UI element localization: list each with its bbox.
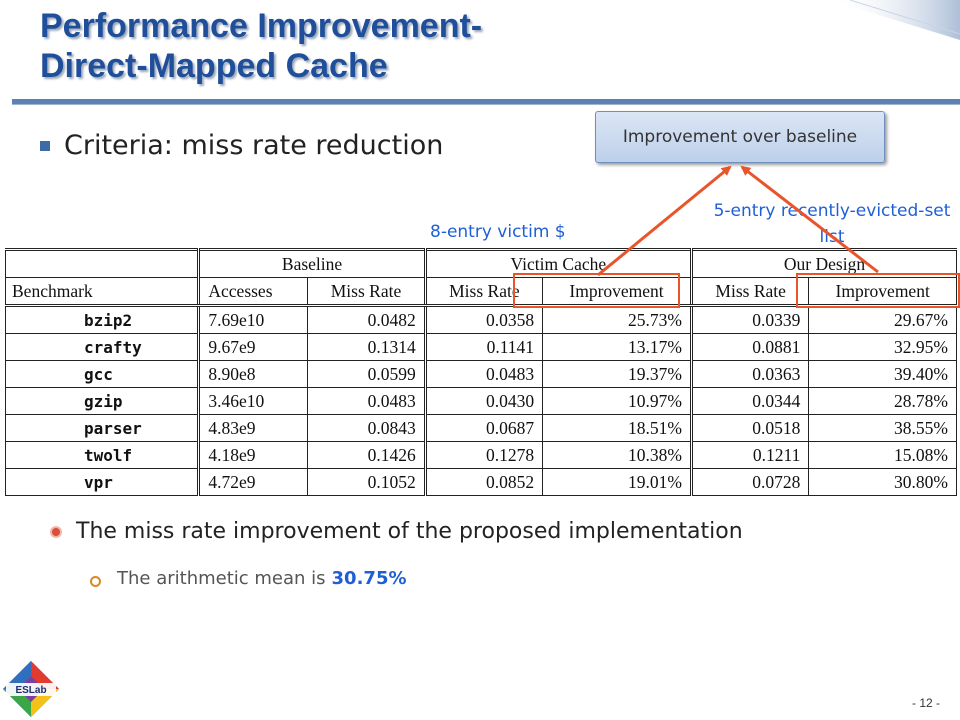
cell-victim-miss-rate: 0.0852 xyxy=(423,468,543,496)
cell-ours-improvement: 38.55% xyxy=(808,414,957,442)
cell-victim-improvement: 19.37% xyxy=(542,360,692,388)
cell-ours-miss-rate: 0.1211 xyxy=(689,441,809,469)
cell-victim-miss-rate: 0.0687 xyxy=(423,414,543,442)
cell-victim-miss-rate: 0.0430 xyxy=(423,387,543,415)
cell-miss-rate: 0.0599 xyxy=(307,360,426,388)
cell-victim-improvement: 18.51% xyxy=(542,414,692,442)
cell-accesses: 7.69e10 xyxy=(197,305,308,334)
cell-miss-rate: 0.1426 xyxy=(307,441,426,469)
cell-ours-improvement: 15.08% xyxy=(808,441,957,469)
cell-ours-miss-rate: 0.0339 xyxy=(689,305,809,334)
cell-victim-improvement: 25.73% xyxy=(542,305,692,334)
cell-benchmark: bzip2 xyxy=(5,305,199,334)
column-header-ours-improvement: Improvement xyxy=(808,277,957,307)
ours-improvement-highlight xyxy=(796,273,960,308)
cell-victim-miss-rate: 0.0483 xyxy=(423,360,543,388)
improvement-callout: Improvement over baseline xyxy=(595,111,885,163)
cell-victim-improvement: 10.97% xyxy=(542,387,692,415)
cell-benchmark: gcc xyxy=(5,360,199,388)
cell-victim-miss-rate: 0.0358 xyxy=(423,305,543,334)
table-row: bzip2 7.69e10 0.0482 0.0358 25.73% 0.0339 29.6… xyxy=(5,305,957,334)
column-header-ours-miss-rate: Miss Rate xyxy=(689,277,809,307)
title-divider xyxy=(12,99,960,105)
table-row: gzip 3.46e10 0.0483 0.0430 10.97% 0.0344 28.78… xyxy=(5,387,957,415)
slide-title-line-1: Performance Improvement- xyxy=(40,7,483,45)
cell-miss-rate: 0.0483 xyxy=(307,387,426,415)
cell-accesses: 8.90e8 xyxy=(197,360,308,388)
cell-ours-improvement: 32.95% xyxy=(808,333,957,361)
victim-improvement-highlight xyxy=(513,273,680,308)
cell-victim-improvement: 19.01% xyxy=(542,468,692,496)
mean-value: 30.75% xyxy=(331,568,407,589)
cell-miss-rate: 0.1052 xyxy=(307,468,426,496)
cell-victim-miss-rate: 0.1278 xyxy=(423,441,543,469)
cell-ours-improvement: 39.40% xyxy=(808,360,957,388)
column-header-victim-improvement: Improvement xyxy=(542,277,692,307)
cell-ours-improvement: 30.80% xyxy=(808,468,957,496)
table-body: bzip2 7.69e10 0.0482 0.0358 25.73% 0.0339 29.6… xyxy=(5,305,957,496)
column-header-benchmark: Benchmark xyxy=(5,277,199,307)
our-design-label: 5-entry recently-evicted-set list xyxy=(713,201,951,247)
cell-benchmark: twolf xyxy=(5,441,199,469)
cell-ours-improvement: 29.67% xyxy=(808,305,957,334)
cell-benchmark: gzip xyxy=(5,387,199,415)
table-row: parser 4.83e9 0.0843 0.0687 18.51% 0.0518 38.5… xyxy=(5,414,957,442)
cell-ours-miss-rate: 0.0881 xyxy=(689,333,809,361)
cell-accesses: 4.83e9 xyxy=(197,414,308,442)
square-bullet-icon xyxy=(40,140,50,151)
improvement-bullet-text: The miss rate improvement of the propose… xyxy=(76,519,743,544)
group-header-baseline: Baseline xyxy=(197,249,426,278)
column-header-accesses: Accesses xyxy=(197,277,308,307)
criteria-text: Criteria: miss rate reduction xyxy=(64,130,444,161)
group-header-empty xyxy=(5,249,199,278)
table-column-header-row: Benchmark Accesses Miss Rate Miss Rate I… xyxy=(5,277,957,307)
ring-bullet-icon xyxy=(90,576,101,587)
table-row: gcc 8.90e8 0.0599 0.0483 19.37% 0.0363 39.40% xyxy=(5,360,957,388)
cell-miss-rate: 0.0843 xyxy=(307,414,426,442)
cell-benchmark: crafty xyxy=(5,333,199,361)
cell-ours-miss-rate: 0.0344 xyxy=(689,387,809,415)
cell-accesses: 3.46e10 xyxy=(197,387,308,415)
table-row: twolf 4.18e9 0.1426 0.1278 10.38% 0.1211 15.08… xyxy=(5,441,957,469)
cell-victim-miss-rate: 0.1141 xyxy=(423,333,543,361)
cell-accesses: 4.18e9 xyxy=(197,441,308,469)
cell-victim-improvement: 10.38% xyxy=(542,441,692,469)
criteria-bullet: Criteria: miss rate reduction xyxy=(40,130,443,161)
column-header-victim-miss-rate: Miss Rate xyxy=(423,277,543,307)
cell-ours-miss-rate: 0.0518 xyxy=(689,414,809,442)
cell-ours-improvement: 28.78% xyxy=(808,387,957,415)
mean-bullet-text: The arithmetic mean is xyxy=(117,568,326,589)
cell-benchmark: vpr xyxy=(5,468,199,496)
cell-benchmark: parser xyxy=(5,414,199,442)
slide-title-line-2: Direct-Mapped Cache xyxy=(40,47,388,85)
victim-cache-label: 8-entry victim $ xyxy=(430,222,566,242)
page-number: - 12 - xyxy=(911,696,940,710)
cell-ours-miss-rate: 0.0363 xyxy=(689,360,809,388)
table-row: vpr 4.72e9 0.1052 0.0852 19.01% 0.0728 30.80% xyxy=(5,468,957,496)
cell-accesses: 9.67e9 xyxy=(197,333,308,361)
eslab-logo: ESLab xyxy=(3,661,59,717)
logo-text: ESLab xyxy=(15,685,46,696)
corner-decoration xyxy=(830,0,960,40)
mean-bullet: The arithmetic mean is 30.75% xyxy=(90,568,407,589)
cell-victim-improvement: 13.17% xyxy=(542,333,692,361)
cell-miss-rate: 0.0482 xyxy=(307,305,426,334)
slide-title: Performance Improvement- Direct-Mapped C… xyxy=(40,6,482,86)
cell-miss-rate: 0.1314 xyxy=(307,333,426,361)
table-row: crafty 9.67e9 0.1314 0.1141 13.17% 0.0881 32.9… xyxy=(5,333,957,361)
improvement-bullet: The miss rate improvement of the propose… xyxy=(52,519,743,544)
bullet-dot-icon xyxy=(52,527,60,536)
cell-accesses: 4.72e9 xyxy=(197,468,308,496)
cell-ours-miss-rate: 0.0728 xyxy=(689,468,809,496)
column-header-miss-rate: Miss Rate xyxy=(307,277,426,307)
